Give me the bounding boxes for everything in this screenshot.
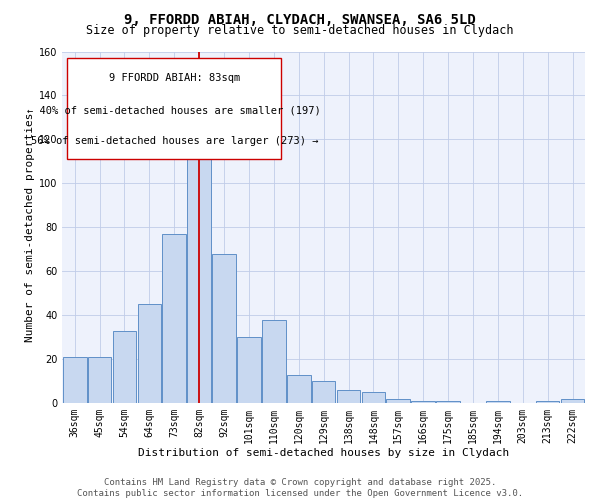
Bar bbox=[88, 357, 112, 403]
Bar bbox=[163, 234, 186, 403]
Text: 9 FFORDD ABIAH: 83sqm: 9 FFORDD ABIAH: 83sqm bbox=[109, 74, 240, 84]
Bar bbox=[412, 401, 435, 403]
Text: 56% of semi-detached houses are larger (273) →: 56% of semi-detached houses are larger (… bbox=[31, 136, 318, 146]
Text: Size of property relative to semi-detached houses in Clydach: Size of property relative to semi-detach… bbox=[86, 24, 514, 37]
X-axis label: Distribution of semi-detached houses by size in Clydach: Distribution of semi-detached houses by … bbox=[138, 448, 509, 458]
Text: Contains HM Land Registry data © Crown copyright and database right 2025.
Contai: Contains HM Land Registry data © Crown c… bbox=[77, 478, 523, 498]
Bar bbox=[237, 338, 261, 403]
Bar bbox=[386, 399, 410, 403]
Bar bbox=[312, 381, 335, 403]
Bar bbox=[486, 401, 509, 403]
Bar bbox=[561, 399, 584, 403]
Bar bbox=[187, 130, 211, 403]
Text: 9, FFORDD ABIAH, CLYDACH, SWANSEA, SA6 5LD: 9, FFORDD ABIAH, CLYDACH, SWANSEA, SA6 5… bbox=[124, 12, 476, 26]
Bar bbox=[287, 374, 311, 403]
Bar bbox=[262, 320, 286, 403]
FancyBboxPatch shape bbox=[67, 58, 281, 159]
Bar bbox=[63, 357, 86, 403]
Bar bbox=[536, 401, 559, 403]
Bar bbox=[337, 390, 361, 403]
Y-axis label: Number of semi-detached properties: Number of semi-detached properties bbox=[25, 112, 35, 342]
Bar bbox=[212, 254, 236, 403]
Bar bbox=[436, 401, 460, 403]
Title: 9, FFORDD ABIAH, CLYDACH, SWANSEA, SA6 5LD
Size of property relative to semi-det: 9, FFORDD ABIAH, CLYDACH, SWANSEA, SA6 5… bbox=[0, 499, 1, 500]
Bar bbox=[137, 304, 161, 403]
Bar bbox=[362, 392, 385, 403]
Bar bbox=[113, 330, 136, 403]
Text: ← 40% of semi-detached houses are smaller (197): ← 40% of semi-detached houses are smalle… bbox=[28, 106, 321, 116]
